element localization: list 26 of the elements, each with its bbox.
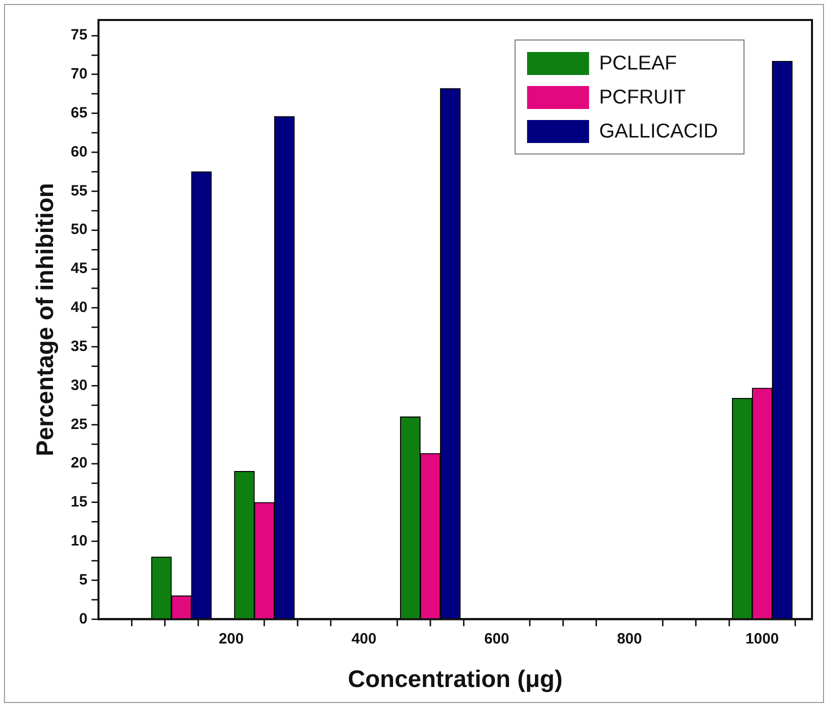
y-tick-label: 45 bbox=[70, 260, 88, 278]
y-tick-label: 0 bbox=[79, 610, 88, 628]
y-tick-label: 60 bbox=[70, 143, 88, 160]
y-tick-label: 40 bbox=[70, 299, 88, 316]
x-tick-label: 800 bbox=[616, 630, 642, 648]
y-tick-label: 50 bbox=[70, 221, 88, 238]
y-tick-label: 10 bbox=[70, 532, 88, 550]
y-tick-label: 30 bbox=[70, 376, 88, 394]
y-tick-label: 75 bbox=[70, 26, 88, 44]
y-tick-label: 35 bbox=[70, 338, 88, 355]
y-tick-label: 15 bbox=[70, 494, 88, 511]
legend-label: PCFRUIT bbox=[599, 86, 686, 109]
x-tick-label: 1000 bbox=[746, 630, 779, 648]
legend-label: GALLICACID bbox=[599, 120, 718, 143]
y-tick-label: 55 bbox=[70, 182, 88, 200]
y-tick-label: 20 bbox=[70, 454, 88, 472]
y-tick-label: 5 bbox=[79, 571, 88, 588]
x-tick-label: 200 bbox=[218, 630, 244, 648]
y-tick-label: 70 bbox=[70, 66, 88, 83]
x-tick-label: 600 bbox=[484, 630, 510, 648]
x-tick-label: 400 bbox=[351, 630, 376, 648]
x-axis-title: Concentration (μg) bbox=[348, 666, 563, 694]
y-tick-label: 65 bbox=[70, 104, 88, 122]
y-axis-title: Percentage of inhibition bbox=[32, 182, 60, 456]
y-tick-label: 25 bbox=[70, 416, 88, 433]
legend-label: PCLEAF bbox=[599, 52, 677, 75]
